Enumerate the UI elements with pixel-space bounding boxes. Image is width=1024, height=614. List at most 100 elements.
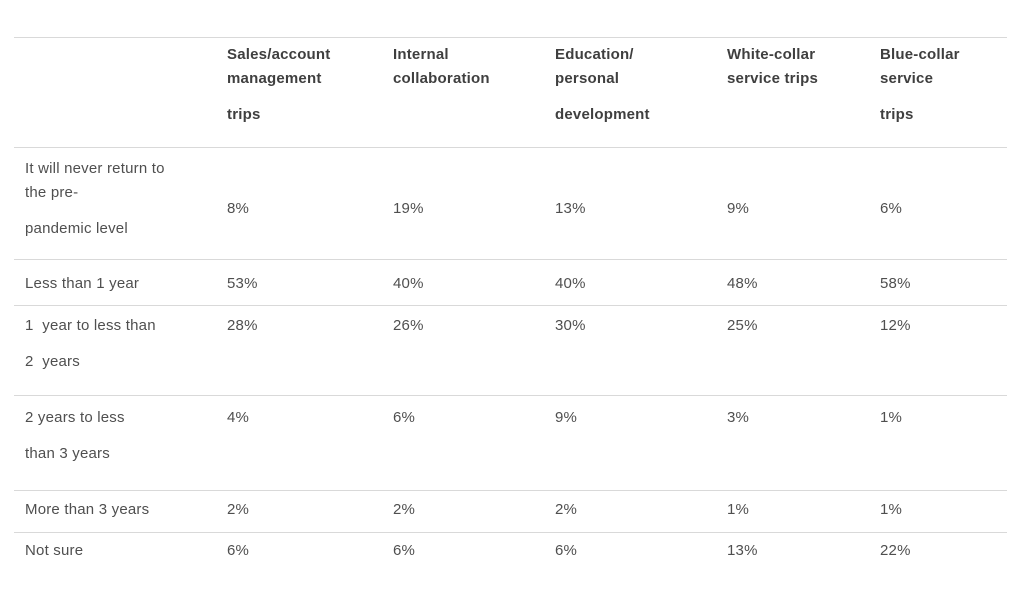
text-line: 8% <box>227 200 250 217</box>
text-line: collaboration <box>393 70 490 87</box>
text-line: pandemic level <box>25 220 128 237</box>
value-cell: 28% <box>227 306 393 395</box>
header-empty-cell <box>14 38 227 147</box>
text-line: 2 years <box>25 353 80 370</box>
text-line: 1% <box>727 501 750 518</box>
value-cell: 19% <box>393 148 555 259</box>
text-line: 48% <box>727 275 758 292</box>
value-cell: 30% <box>555 306 727 395</box>
text-line: 6% <box>393 542 416 559</box>
table-row: It will never return to the pre-pandemic … <box>14 147 1007 259</box>
text-line: management <box>227 70 322 87</box>
column-header-sales-trips: Sales/account management trips <box>227 38 393 147</box>
value-cell: 6% <box>227 533 393 590</box>
row-label-cell: 2 years to less than 3 years <box>14 396 227 490</box>
value-cell: 6% <box>393 533 555 590</box>
column-header-internal-collaboration: Internal collaboration <box>393 38 555 147</box>
table-row: More than 3 years 2% 2% 2% 1% 1% <box>14 490 1007 532</box>
text-line: Blue-collar <box>880 46 960 63</box>
text-line: 6% <box>393 409 416 426</box>
text-line: 2% <box>555 501 578 518</box>
row-label-cell: It will never return to the pre-pandemic … <box>14 148 227 259</box>
text-line: 25% <box>727 317 758 334</box>
column-header-blue-collar: Blue-collar service trips <box>880 38 1007 147</box>
text-line: 22% <box>880 542 911 559</box>
text-line: Education/ <box>555 46 634 63</box>
text-line: 13% <box>727 542 758 559</box>
text-line: Less than 1 year <box>25 275 140 292</box>
table-row: 1 year to less than 2 years 28% 26% 30% 2… <box>14 305 1007 395</box>
text-line: More than 3 years <box>25 501 150 518</box>
text-line: 2 years to less <box>25 409 125 426</box>
value-cell: 6% <box>555 533 727 590</box>
text-line: 6% <box>555 542 578 559</box>
text-line: service <box>880 70 934 87</box>
value-cell: 2% <box>227 491 393 532</box>
value-cell: 22% <box>880 533 1007 590</box>
text-line: personal <box>555 70 620 87</box>
text-line: 1% <box>880 409 903 426</box>
table-row: Less than 1 year 53% 40% 40% 48% 58% <box>14 259 1007 305</box>
text-line: 9% <box>727 200 750 217</box>
text-line: 1% <box>880 501 903 518</box>
value-cell: 58% <box>880 260 1007 305</box>
value-cell: 3% <box>727 396 880 490</box>
value-cell: 13% <box>555 148 727 259</box>
text-line: 2% <box>393 501 416 518</box>
text-line: 40% <box>555 275 586 292</box>
text-line: 19% <box>393 200 424 217</box>
value-cell: 6% <box>393 396 555 490</box>
value-cell: 1% <box>880 396 1007 490</box>
table-header-row: Sales/account management trips Internal col… <box>14 37 1007 147</box>
text-line: Not sure <box>25 542 84 559</box>
text-line: 58% <box>880 275 911 292</box>
text-line: 28% <box>227 317 258 334</box>
text-line: 3% <box>727 409 750 426</box>
text-line: 6% <box>880 200 903 217</box>
text-line: the pre- <box>25 184 79 201</box>
value-cell: 6% <box>880 148 1007 259</box>
value-cell: 48% <box>727 260 880 305</box>
value-cell: 40% <box>393 260 555 305</box>
row-label-cell: More than 3 years <box>14 491 227 532</box>
value-cell: 2% <box>393 491 555 532</box>
text-line: Sales/account <box>227 46 331 63</box>
value-cell: 12% <box>880 306 1007 395</box>
value-cell: 13% <box>727 533 880 590</box>
value-cell: 1% <box>880 491 1007 532</box>
text-line: trips <box>227 106 261 123</box>
text-line: than 3 years <box>25 445 110 462</box>
value-cell: 2% <box>555 491 727 532</box>
text-line: service trips <box>727 70 818 87</box>
value-cell: 8% <box>227 148 393 259</box>
text-line: trips <box>880 106 914 123</box>
column-header-white-collar: White-collar service trips <box>727 38 880 147</box>
value-cell: 4% <box>227 396 393 490</box>
text-line: 6% <box>227 542 250 559</box>
text-line: development <box>555 106 650 123</box>
value-cell: 40% <box>555 260 727 305</box>
text-line: 2% <box>227 501 250 518</box>
value-cell: 9% <box>555 396 727 490</box>
row-label-cell: Less than 1 year <box>14 260 227 305</box>
column-header-education-development: Education/personal development <box>555 38 727 147</box>
text-line: It will never return to <box>25 160 165 177</box>
value-cell: 9% <box>727 148 880 259</box>
text-line: 9% <box>555 409 578 426</box>
row-label-cell: Not sure <box>14 533 227 590</box>
trip-recovery-table: Sales/account management trips Internal col… <box>14 37 1007 590</box>
text-line: 13% <box>555 200 586 217</box>
text-line: 40% <box>393 275 424 292</box>
text-line: 30% <box>555 317 586 334</box>
text-line: 53% <box>227 275 258 292</box>
text-line: 12% <box>880 317 911 334</box>
value-cell: 1% <box>727 491 880 532</box>
text-line: White-collar <box>727 46 816 63</box>
text-line: 1 year to less than <box>25 317 156 334</box>
value-cell: 25% <box>727 306 880 395</box>
text-line: 4% <box>227 409 250 426</box>
table-row: 2 years to less than 3 years 4% 6% 9% 3% … <box>14 395 1007 490</box>
value-cell: 53% <box>227 260 393 305</box>
table-row: Not sure 6% 6% 6% 13% 22% <box>14 532 1007 590</box>
